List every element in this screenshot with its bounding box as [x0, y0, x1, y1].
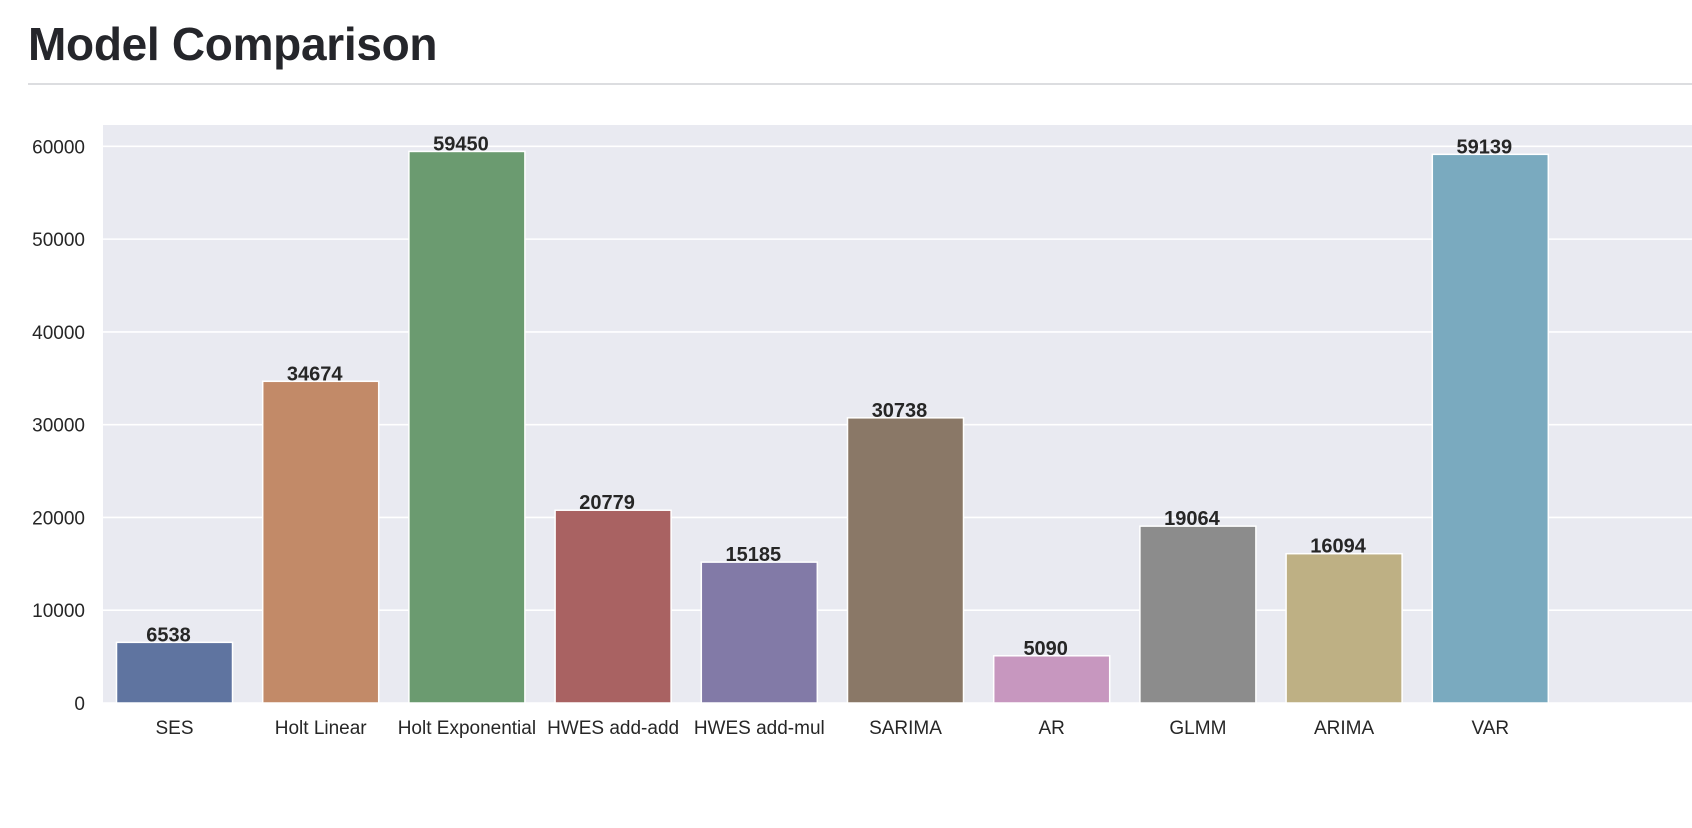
data-label: 5090 — [1023, 638, 1068, 660]
x-tick-label: HWES add-mul — [694, 718, 825, 739]
x-tick-label: HWES add-add — [547, 718, 679, 739]
bar — [700, 561, 819, 704]
x-tick-label: AR — [1038, 718, 1064, 739]
y-tick-label: 30000 — [32, 416, 85, 437]
bar — [408, 150, 526, 704]
bar — [1139, 525, 1257, 704]
y-tick-label: 50000 — [32, 230, 85, 251]
y-tick-label: 20000 — [32, 508, 85, 529]
bar — [992, 655, 1111, 704]
data-label: 19064 — [1164, 508, 1220, 530]
bars — [115, 150, 1550, 704]
x-tick-label: Holt Exponential — [398, 718, 536, 739]
data-label: 34674 — [287, 363, 343, 385]
bar — [846, 417, 965, 704]
title-divider — [28, 83, 1692, 85]
bar — [1431, 153, 1550, 704]
bar — [261, 380, 380, 704]
data-label: 16094 — [1310, 536, 1366, 558]
bar — [115, 641, 234, 704]
data-label: 20779 — [579, 492, 635, 514]
x-tick-label: ARIMA — [1314, 718, 1375, 739]
x-tick-label: GLMM — [1169, 718, 1226, 739]
y-tick-label: 40000 — [32, 323, 85, 344]
bar — [554, 509, 672, 704]
data-label: 30738 — [872, 400, 928, 422]
y-tick-label: 0 — [74, 694, 85, 715]
data-label: 6538 — [146, 624, 191, 646]
x-tick-label: VAR — [1471, 718, 1509, 739]
page-title: Model Comparison — [28, 18, 438, 70]
y-tick-label: 60000 — [32, 137, 85, 158]
data-label: 59139 — [1456, 136, 1512, 158]
x-tick-label: SES — [155, 718, 193, 739]
data-labels: 6538 34674 59450 20779 15185 30738 5090 19064 16… — [146, 133, 1512, 659]
x-tick-label: Holt Linear — [275, 718, 368, 739]
x-axis-ticks: SES Holt Linear Holt Exponential HWES add-a… — [155, 718, 1509, 739]
y-axis-ticks: 0 10000 20000 30000 40000 50000 60000 — [32, 137, 85, 715]
data-label: 15185 — [725, 544, 781, 566]
y-tick-label: 10000 — [32, 601, 85, 622]
data-label: 59450 — [433, 133, 489, 155]
x-tick-label: SARIMA — [869, 718, 942, 739]
bar — [1285, 552, 1403, 704]
